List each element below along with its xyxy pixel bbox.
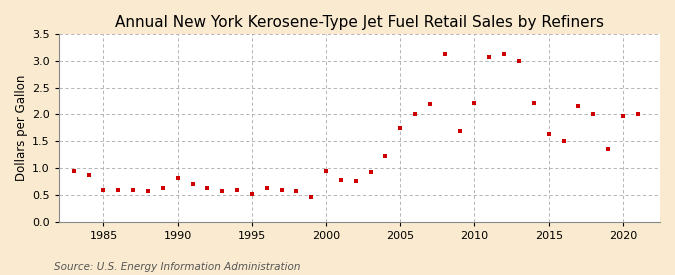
Point (603, 147, 614, 152)
Point (425, 101, 435, 106)
Point (335, 178, 346, 182)
Point (395, 126, 406, 130)
Point (350, 179, 361, 184)
Text: Source: U.S. Energy Information Administration: Source: U.S. Energy Information Administ… (54, 262, 300, 272)
Point (588, 112, 599, 117)
Point (529, 100, 539, 105)
Point (113, 187, 124, 192)
Point (484, 55, 495, 59)
Point (321, 169, 331, 173)
Title: Annual New York Kerosene-Type Jet Fuel Retail Sales by Refiners: Annual New York Kerosene-Type Jet Fuel R… (115, 15, 604, 30)
Point (573, 104, 584, 109)
Point (276, 187, 287, 192)
Point (202, 186, 213, 190)
Point (291, 189, 302, 193)
Y-axis label: Dollars per Gallon: Dollars per Gallon (15, 75, 28, 181)
Point (83, 172, 94, 177)
Point (172, 175, 183, 180)
Point (217, 189, 227, 193)
Point (128, 187, 138, 192)
Point (380, 154, 391, 158)
Point (365, 170, 376, 175)
Point (514, 59, 524, 64)
Point (543, 131, 554, 136)
Point (469, 100, 480, 105)
Point (232, 187, 242, 192)
Point (68, 169, 79, 173)
Point (558, 139, 569, 144)
Point (306, 194, 317, 199)
Point (142, 189, 153, 193)
Point (632, 112, 643, 117)
Point (157, 186, 168, 190)
Point (454, 129, 465, 133)
Point (246, 192, 257, 196)
Point (410, 112, 421, 116)
Point (499, 52, 510, 57)
Point (98, 187, 109, 192)
Point (439, 52, 450, 57)
Point (261, 186, 272, 190)
Point (618, 114, 628, 118)
Point (187, 182, 198, 186)
